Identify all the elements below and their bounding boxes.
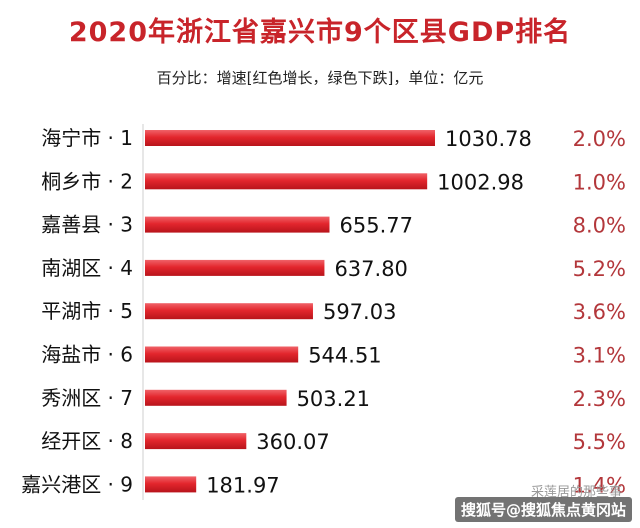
category-label: 平湖市 · 5 [41,299,133,323]
bar [145,303,313,320]
category-label: 经开区 · 8 [41,429,133,453]
bar [145,216,330,233]
value-label: 181.97 [206,473,279,497]
growth-label: 5.2% [573,257,626,281]
category-label: 秀洲区 · 7 [41,386,133,410]
bar [145,389,287,406]
category-label: 南湖区 · 4 [41,256,133,280]
bar [145,259,325,276]
value-label: 597.03 [323,300,396,324]
growth-label: 3.1% [573,344,626,368]
value-label: 1002.98 [437,170,524,194]
watermark-author: 采莲居的那些事 [530,485,622,500]
value-label: 360.07 [256,430,329,454]
value-label: 544.51 [308,344,381,368]
bar [145,173,428,190]
category-label: 嘉善县 · 3 [41,213,133,237]
category-label: 嘉兴港区 · 9 [21,472,133,496]
value-label: 637.80 [334,257,407,281]
category-label: 海盐市 · 6 [41,343,133,367]
growth-label: 3.6% [573,300,626,324]
chart-title: 2020年浙江省嘉兴市9个区县GDP排名 [68,17,572,48]
bar [145,433,247,450]
growth-label: 1.0% [573,170,626,194]
bar [145,130,435,146]
chart-subtitle: 百分比：增速[红色增长，绿色下跌]，单位：亿元 [156,69,484,87]
bar [145,476,197,493]
growth-label: 8.0% [573,214,626,238]
bar [145,346,299,363]
growth-label: 2.0% [573,127,626,151]
category-label: 桐乡市 · 2 [41,169,133,193]
watermark: 搜狐号@搜狐焦点黄冈站 [454,497,632,522]
growth-label: 2.3% [573,387,626,411]
value-label: 1030.78 [445,127,532,151]
growth-label: 1.4% [573,473,626,497]
value-label: 655.77 [339,214,412,238]
growth-label: 5.5% [573,430,626,454]
value-label: 503.21 [297,387,370,411]
category-label: 海宁市 · 1 [41,126,133,150]
